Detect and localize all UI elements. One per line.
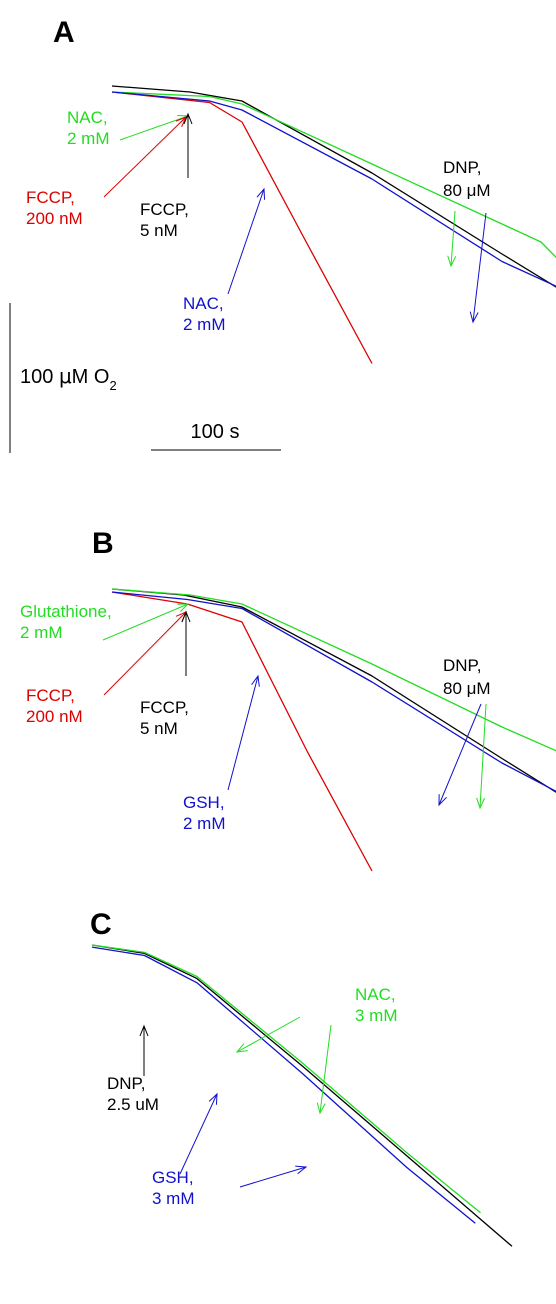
- panel-c-arrowhead-black: [139, 1024, 149, 1037]
- trace-layer: [91, 85, 556, 1247]
- panel-a-trace-black: [111, 85, 556, 288]
- panel-c-arrow-green: [316, 1024, 332, 1115]
- panel-letter-a: A: [53, 16, 75, 49]
- panel-b-label-glutathione-green: Glutathione, 2 mM: [20, 602, 116, 642]
- panel-c-trace-black: [91, 944, 513, 1247]
- panel-a-label-fccp-red: FCCP, 200 nM: [26, 188, 83, 228]
- panel-b-label-gsh-blue: GSH, 2 mM: [183, 793, 229, 833]
- panel-b-label-fccp-red: FCCP, 200 nM: [26, 686, 83, 726]
- panel-b-trace-green: [111, 588, 556, 752]
- panel-c-arrow-blue: [179, 1092, 218, 1175]
- panel-b-arrow-blue: [438, 703, 482, 807]
- panel-b-arrowhead-blue: [438, 794, 447, 807]
- panel-b-arrowhead-black: [181, 610, 191, 623]
- panel-a-arrowhead-green: [447, 255, 457, 268]
- panel-a-trace-red: [111, 91, 373, 364]
- panel-b-arrowhead-green: [476, 797, 486, 810]
- panel-a-arrow-blue: [469, 212, 487, 324]
- panel-c-trace-blue: [91, 946, 476, 1224]
- panel-b-arrowhead-blue: [251, 674, 260, 687]
- panel-c-arrowhead-blue: [208, 1092, 218, 1105]
- panel-c-label-dnp: DNP, 2.5 uM: [107, 1074, 159, 1114]
- panel-c-arrowhead-green: [235, 1043, 248, 1053]
- panel-a-arrow-red: [103, 116, 187, 198]
- panel-b-trace-red: [111, 591, 373, 872]
- panel-b-arrowhead-green: [177, 603, 190, 612]
- panel-a-arrowhead-red: [175, 116, 187, 128]
- panel-a-arrowhead-blue: [256, 187, 266, 200]
- panel-a-arrow-blue: [227, 187, 266, 295]
- panel-c-label-nac-green: NAC, 3 mM: [355, 985, 400, 1025]
- panel-a-label-nac-green: NAC, 2 mM: [67, 108, 112, 148]
- panel-letter-b: B: [92, 527, 114, 560]
- panel-a-label-dnp: DNP, 80 μM: [443, 158, 491, 200]
- y-scale-label: 100 μM O2: [20, 364, 117, 393]
- panel-b-arrow-blue: [227, 674, 260, 791]
- panel-a-arrow-green: [119, 115, 190, 141]
- panel-b-label-fccp-black: FCCP, 5 nM: [140, 698, 194, 738]
- panel-b-label-dnp: DNP, 80 μM: [443, 656, 491, 698]
- panel-a-arrow-green: [447, 210, 457, 268]
- panel-b-trace-black: [111, 588, 556, 793]
- panel-b-trace-blue: [111, 591, 556, 793]
- arrow-layer: [102, 112, 487, 1188]
- panel-a-trace-blue: [111, 91, 556, 287]
- panel-a-arrowhead-blue: [469, 311, 479, 324]
- panel-a-arrowhead-black: [183, 112, 193, 125]
- panel-a-label-nac-blue: NAC, 2 mM: [183, 294, 228, 334]
- panel-c-label-gsh-blue: GSH, 3 mM: [152, 1168, 198, 1208]
- x-scale-label: 100 s: [191, 421, 240, 443]
- panel-a-label-fccp-black: FCCP, 5 nM: [140, 200, 194, 240]
- panel-b-arrow-green: [476, 703, 487, 810]
- panel-letter-c: C: [90, 908, 112, 941]
- panel-c-arrow-green: [235, 1016, 301, 1053]
- panel-b-arrow-red: [103, 611, 187, 696]
- panel-c-arrow-blue: [239, 1165, 308, 1188]
- panel-b-arrow-green: [102, 603, 190, 641]
- panel-a-trace-green: [111, 91, 556, 259]
- panel-b-arrow-black: [181, 610, 191, 676]
- panel-c-arrow-black: [139, 1024, 149, 1076]
- panel-a-arrow-black: [183, 112, 193, 178]
- panel-c-arrowhead-blue: [295, 1165, 308, 1175]
- panel-c-trace-green: [91, 944, 481, 1214]
- panel-c-arrowhead-green: [316, 1102, 326, 1115]
